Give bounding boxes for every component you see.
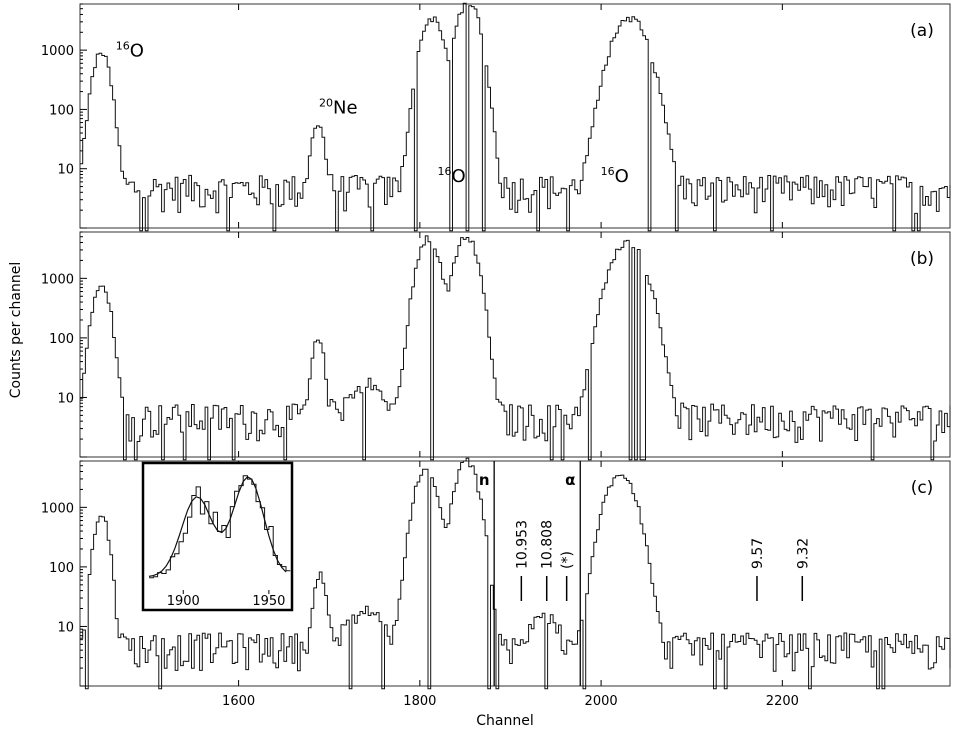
- isotope-mass: 16: [601, 165, 615, 178]
- y-tick-label: 1000: [41, 44, 74, 59]
- isotope-mass: 20: [319, 97, 333, 110]
- inset-x-tick-label: 1900: [167, 594, 200, 609]
- inset-frame: [141, 461, 294, 612]
- isotope-label: 16O: [601, 165, 629, 187]
- y-tick-label: 10: [57, 620, 74, 635]
- y-tick-label: 1000: [41, 501, 74, 516]
- spectrum-line: [80, 457, 951, 690]
- energy-marker-label: 10.808: [540, 520, 556, 569]
- panel-b: 10 100 1000 (b): [41, 231, 951, 461]
- x-tick-label: 2200: [766, 694, 799, 709]
- panel-frame: [79, 460, 951, 687]
- isotope-element: Ne: [333, 98, 358, 119]
- x-tick-label: 1600: [222, 694, 255, 709]
- gate-label: α: [565, 471, 575, 489]
- x-axis-title: Channel: [476, 713, 533, 729]
- isotope-label: 20Ne: [319, 97, 358, 119]
- isotope-element: O: [451, 166, 465, 187]
- gate-label: n: [479, 471, 490, 489]
- panel-frame: [79, 3, 951, 229]
- energy-marker-label: 9.32: [795, 538, 811, 569]
- energy-marker-label: 9.57: [750, 538, 766, 569]
- spectrum-line: [80, 235, 951, 461]
- isotope-element: O: [615, 166, 629, 187]
- isotope-mass: 16: [116, 40, 130, 53]
- inset: 1900 1950: [141, 461, 294, 612]
- isotope-mass: 16: [437, 165, 451, 178]
- panel-label: (b): [910, 249, 934, 269]
- y-tick-label: 10: [57, 163, 74, 178]
- y-tick-label: 10: [57, 391, 74, 406]
- y-axis-title: Counts per channel: [8, 262, 24, 398]
- energy-marker-label: (*): [560, 551, 576, 569]
- x-tick-label: 1800: [403, 694, 436, 709]
- x-tick-label: 2000: [585, 694, 618, 709]
- isotope-element: O: [130, 41, 144, 62]
- inset-x-tick-label: 1950: [252, 594, 285, 609]
- panel-label: (a): [910, 21, 934, 41]
- isotope-label: 16O: [437, 165, 465, 187]
- panel-label: (c): [911, 478, 934, 498]
- isotope-label: 16O: [116, 40, 144, 62]
- y-tick-label: 100: [49, 332, 74, 347]
- y-tick-label: 100: [49, 561, 74, 576]
- panel-c: 1600 1800 2000 2200 10 100 1000 (c) n α 10.953 10.8…: [41, 457, 951, 709]
- spectrum-line: [80, 2, 951, 232]
- y-tick-label: 100: [49, 103, 74, 118]
- inset-fit-curve: [148, 476, 287, 577]
- energy-marker-label: 10.953: [514, 520, 530, 569]
- y-tick-label: 1000: [41, 272, 74, 287]
- panel-frame: [79, 231, 951, 458]
